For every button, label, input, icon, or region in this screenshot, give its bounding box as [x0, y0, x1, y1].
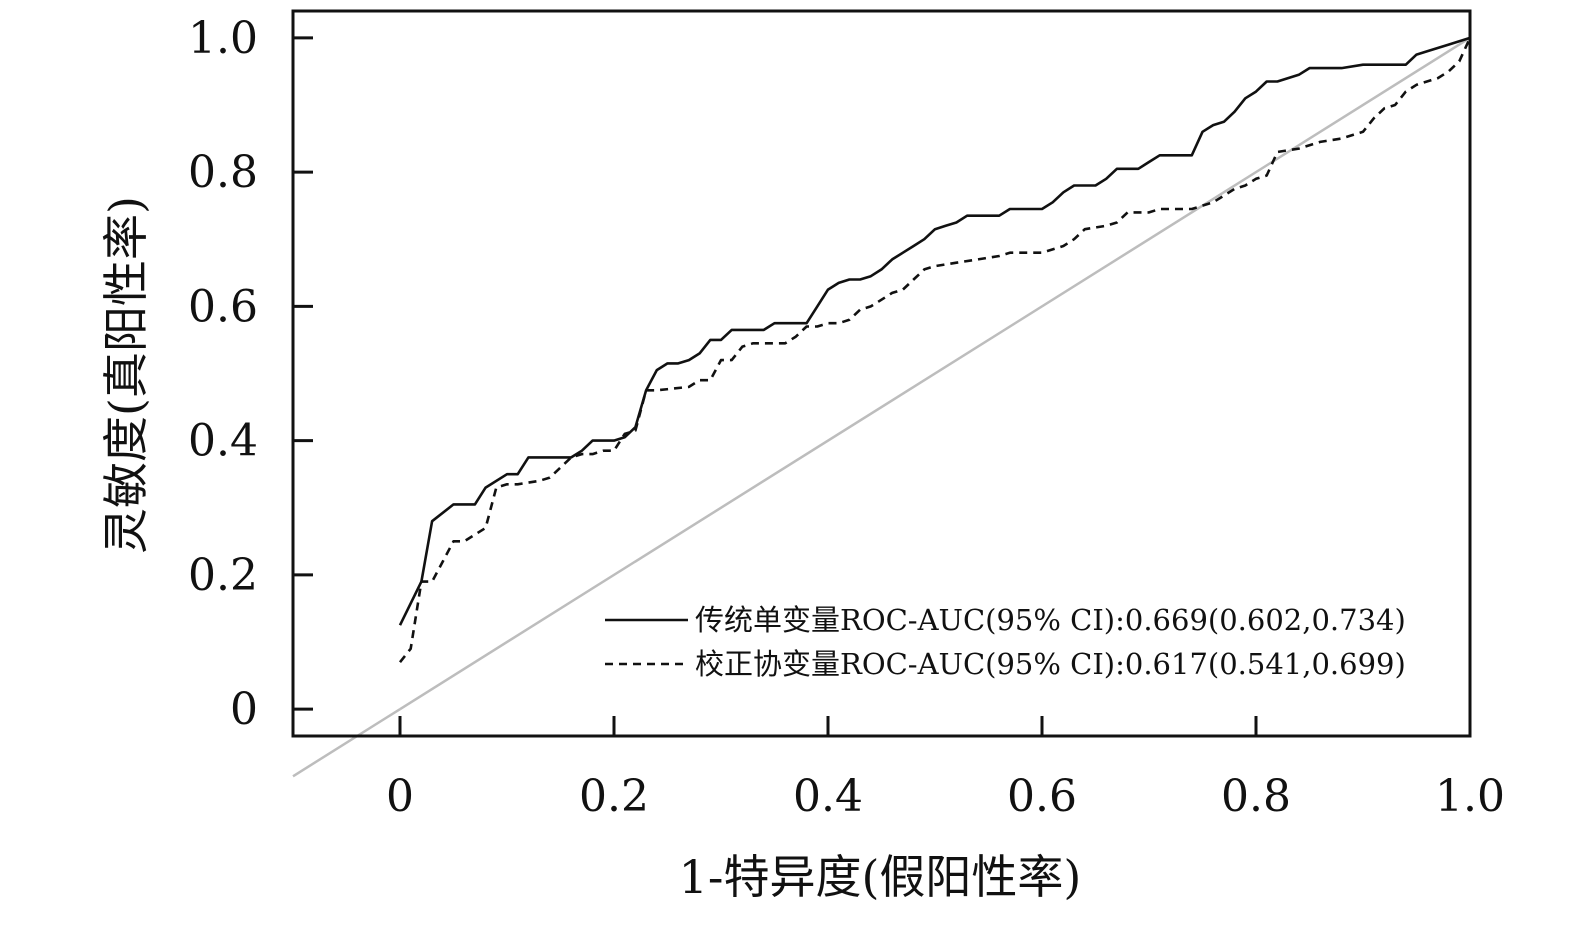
series-layer	[398, 36, 1472, 664]
series-line-adjusted	[398, 37, 1472, 664]
series-line-traditional	[398, 36, 1471, 626]
reference-diagonal	[399, 36, 1471, 711]
reference-diagonal-extension	[292, 708, 401, 778]
y-tick-label: 0.6	[188, 281, 258, 332]
x-tick-label: 0	[386, 771, 414, 822]
y-tick-label: 0.8	[188, 147, 258, 198]
y-axis-label: 灵敏度(真阳性率)	[99, 196, 153, 554]
tick-layer: 0 0.2 0.4 0.6 0.8 1.0 0 0.2 0.4 0.6 0.8 1.0	[188, 13, 1505, 822]
x-tick-label: 0.2	[579, 771, 649, 822]
y-tick-label: 0.4	[188, 416, 258, 467]
x-tick-label: 1.0	[1435, 771, 1505, 822]
x-axis-label: 1-特异度(假阳性率)	[679, 850, 1082, 904]
x-tick-label: 0.8	[1221, 771, 1291, 822]
y-tick-label: 1.0	[188, 13, 258, 64]
x-tick-label: 0.4	[793, 771, 863, 822]
legend: 传统单变量ROC-AUC(95% CI):0.669(0.602,0.734) …	[605, 603, 1406, 681]
x-tick-label: 0.6	[1007, 771, 1077, 822]
legend-label-adjusted: 校正协变量ROC-AUC(95% CI):0.617(0.541,0.699)	[695, 647, 1406, 681]
y-tick-label: 0	[230, 684, 258, 735]
plot-frame	[291, 9, 1472, 738]
legend-label-traditional: 传统单变量ROC-AUC(95% CI):0.669(0.602,0.734)	[695, 603, 1406, 637]
y-tick-label: 0.2	[188, 550, 258, 601]
